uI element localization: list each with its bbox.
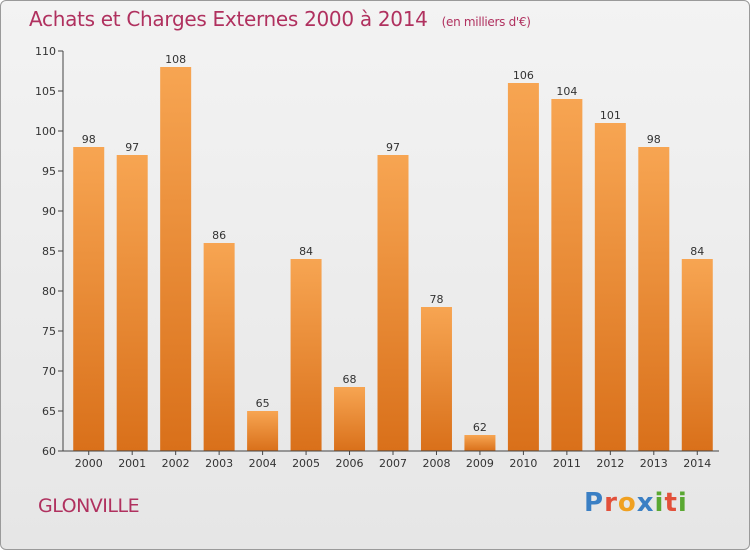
bar-2013 [638, 147, 670, 451]
value-label-2014: 84 [690, 245, 704, 258]
bar-2004 [247, 411, 279, 451]
bar-2003 [203, 243, 235, 451]
bar-2000 [73, 147, 105, 451]
bar-2012 [594, 123, 626, 451]
x-tick-label-2008: 2008 [422, 457, 450, 470]
y-tick-label-110: 110 [35, 45, 56, 58]
chart-title: Achats et Charges Externes 2000 à 2014 (… [29, 7, 531, 31]
bar-2009 [464, 435, 496, 451]
chart-units: (en milliers d'€) [441, 15, 531, 29]
x-tick-label-2000: 2000 [75, 457, 103, 470]
bar-2011 [551, 99, 583, 451]
bar-2006 [334, 387, 366, 451]
value-label-2001: 97 [125, 141, 139, 154]
x-tick-label-2004: 2004 [249, 457, 277, 470]
bar-2005 [290, 259, 322, 451]
value-label-2007: 97 [386, 141, 400, 154]
x-tick-label-2010: 2010 [509, 457, 537, 470]
value-label-2006: 68 [343, 373, 357, 386]
value-label-2009: 62 [473, 421, 487, 434]
y-tick-label-95: 95 [42, 165, 56, 178]
x-tick-label-2002: 2002 [162, 457, 190, 470]
y-tick-label-75: 75 [42, 325, 56, 338]
y-tick-label-85: 85 [42, 245, 56, 258]
bar-2007 [377, 155, 409, 451]
x-tick-label-2009: 2009 [466, 457, 494, 470]
value-label-2010: 106 [513, 69, 534, 82]
bar-2014 [681, 259, 713, 451]
value-label-2011: 104 [556, 85, 577, 98]
x-tick-label-2011: 2011 [553, 457, 581, 470]
bars-group: 98 97 108 86 65 84 68 97 78 62 106 104 101 98 84 [73, 53, 713, 451]
value-label-2005: 84 [299, 245, 313, 258]
y-tick-label-70: 70 [42, 365, 56, 378]
x-tick-label-2006: 2006 [336, 457, 364, 470]
chart-title-text: Achats et Charges Externes 2000 à 2014 [29, 7, 428, 31]
bar-2010 [507, 83, 539, 451]
y-tick-label-90: 90 [42, 205, 56, 218]
place-name: GLONVILLE [38, 495, 140, 517]
y-tick-label-100: 100 [35, 125, 56, 138]
value-label-2000: 98 [82, 133, 96, 146]
y-tick-label-65: 65 [42, 405, 56, 418]
x-tick-label-2007: 2007 [379, 457, 407, 470]
x-tick-label-2005: 2005 [292, 457, 320, 470]
x-tick-label-2001: 2001 [118, 457, 146, 470]
bar-2008 [420, 307, 452, 451]
value-label-2002: 108 [165, 53, 186, 66]
bar-2001 [116, 155, 148, 451]
x-tick-label-2014: 2014 [683, 457, 711, 470]
axes-group: 2000 2001 2002 2003 2004 2005 2006 2007 2008 2009… [35, 45, 719, 470]
value-label-2008: 78 [429, 293, 443, 306]
y-tick-label-105: 105 [35, 85, 56, 98]
x-tick-label-2013: 2013 [640, 457, 668, 470]
value-label-2004: 65 [256, 397, 270, 410]
value-label-2012: 101 [600, 109, 621, 122]
x-tick-label-2012: 2012 [596, 457, 624, 470]
x-tick-label-2003: 2003 [205, 457, 233, 470]
value-label-2003: 86 [212, 229, 226, 242]
y-tick-label-80: 80 [42, 285, 56, 298]
y-tick-label-60: 60 [42, 445, 56, 458]
value-label-2013: 98 [647, 133, 661, 146]
bar-2002 [160, 67, 192, 451]
proxiti-logo: Proxiti [584, 488, 688, 518]
